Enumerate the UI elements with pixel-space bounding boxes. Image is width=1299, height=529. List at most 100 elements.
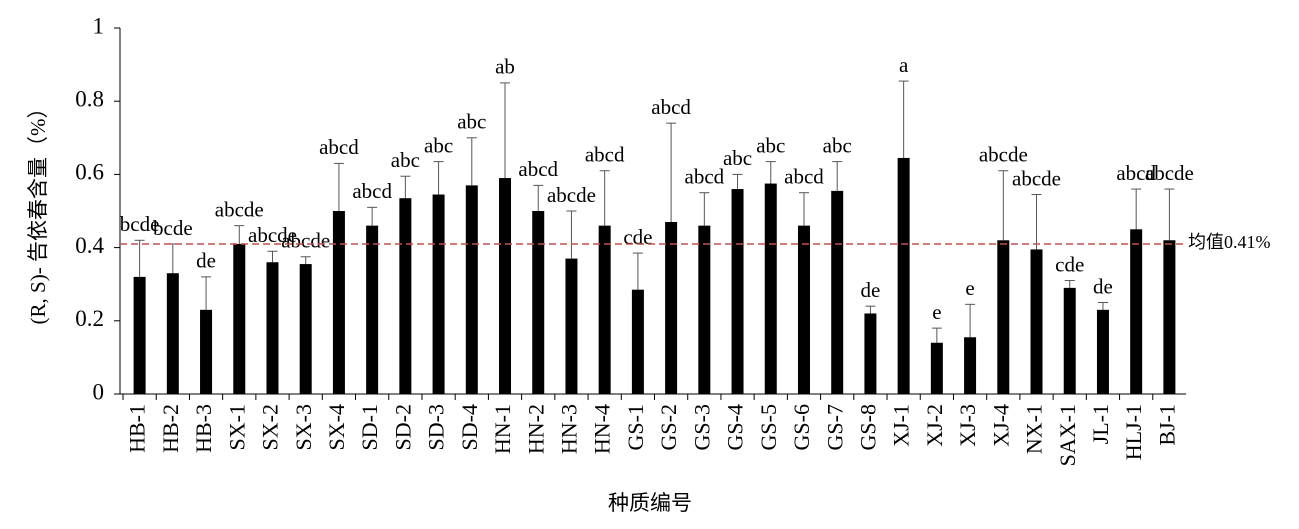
bar: [731, 189, 744, 394]
x-tick-label: HN-3: [557, 404, 582, 454]
y-tick-label: 1: [93, 13, 105, 38]
bar: [465, 185, 478, 394]
significance-letter: abcd: [784, 165, 824, 189]
bar: [166, 273, 179, 394]
bar: [1063, 287, 1076, 394]
significance-letter: abc: [756, 133, 785, 157]
bar: [665, 221, 678, 394]
y-tick-label: 0.6: [75, 160, 104, 185]
significance-letter: de: [861, 278, 881, 302]
bar: [299, 264, 312, 394]
x-tick-label: GS-5: [756, 404, 781, 450]
bar: [366, 225, 379, 394]
bar: [831, 190, 844, 394]
x-tick-label: GS-1: [623, 404, 648, 450]
bar: [499, 178, 512, 394]
bar: [1096, 309, 1109, 394]
significance-letter: abcde: [1145, 161, 1194, 185]
significance-letter: abc: [823, 133, 852, 157]
bar: [399, 198, 412, 394]
bar: [764, 183, 777, 394]
x-tick-label: SX-2: [258, 404, 283, 450]
x-tick-label: HN-1: [490, 404, 515, 454]
significance-letter: abc: [424, 133, 453, 157]
x-tick-label: GS-4: [723, 404, 748, 450]
bar: [864, 313, 877, 394]
x-tick-label: XJ-1: [889, 404, 914, 447]
bar: [266, 262, 279, 394]
bar: [897, 157, 910, 394]
x-tick-label: GS-8: [855, 404, 880, 450]
x-tick-label: XJ-3: [955, 404, 980, 447]
x-tick-label: SAX-1: [1055, 404, 1080, 466]
mean-label: 均值0.41%: [1188, 232, 1271, 252]
x-tick-label: HN-2: [523, 404, 548, 454]
significance-letter: abcd: [319, 135, 359, 159]
x-tick-label: HLJ-1: [1121, 404, 1146, 460]
bar: [997, 240, 1010, 394]
x-tick-label: SD-2: [390, 404, 415, 450]
significance-letter: bcde: [120, 212, 160, 236]
x-tick-label: HB-3: [191, 404, 216, 453]
significance-letter: abcde: [547, 183, 596, 207]
x-tick-label: GS-3: [689, 404, 714, 450]
significance-letter: a: [899, 53, 909, 77]
significance-letter: abcde: [281, 229, 330, 253]
significance-letter: abcde: [248, 223, 297, 247]
significance-letter: e: [932, 300, 941, 324]
bar: [797, 225, 810, 394]
x-tick-label: HB-1: [125, 404, 150, 453]
bar: [1030, 249, 1043, 394]
x-tick-label: BJ-1: [1154, 404, 1179, 446]
x-tick-label: SX-3: [291, 404, 316, 450]
bar: [233, 243, 246, 394]
significance-letter: abcd: [352, 179, 392, 203]
significance-letter: cde: [1055, 252, 1084, 276]
bar: [930, 342, 943, 394]
significance-letter: cde: [623, 225, 652, 249]
x-tick-label: SD-4: [457, 404, 482, 450]
x-tick-label: HB-2: [158, 404, 183, 453]
significance-letter: abcde: [215, 197, 264, 221]
bar: [1130, 229, 1143, 394]
x-tick-label: SX-4: [324, 404, 349, 450]
significance-letter: abc: [723, 146, 752, 170]
x-axis-label: 种质编号: [608, 491, 692, 515]
significance-letter: bcde: [153, 216, 193, 240]
significance-letter: abcd: [1116, 161, 1156, 185]
x-tick-label: SD-1: [357, 404, 382, 450]
y-tick-label: 0.4: [75, 233, 104, 258]
significance-letter: abcd: [585, 143, 625, 167]
bar: [200, 309, 213, 394]
significance-letter: e: [965, 276, 974, 300]
bar: [133, 276, 146, 394]
bar: [432, 194, 445, 394]
y-tick-label: 0: [93, 379, 105, 404]
x-tick-label: JL-1: [1088, 404, 1113, 444]
bar: [964, 337, 977, 394]
bar: [698, 225, 711, 394]
x-tick-label: XJ-2: [922, 404, 947, 447]
x-tick-label: XJ-4: [988, 404, 1013, 447]
significance-letter: abcd: [518, 157, 558, 181]
significance-letter: abcd: [651, 95, 691, 119]
significance-letter: ab: [495, 55, 515, 79]
significance-letter: abcde: [1012, 166, 1061, 190]
significance-letter: de: [196, 249, 216, 273]
x-tick-label: GS-6: [789, 404, 814, 450]
y-tick-label: 0.2: [75, 306, 104, 331]
significance-letter: abcde: [979, 143, 1028, 167]
bar: [532, 211, 545, 394]
x-tick-label: NX-1: [1022, 404, 1047, 454]
x-tick-label: SD-3: [424, 404, 449, 450]
x-tick-label: GS-7: [822, 404, 847, 450]
y-axis-label: (R, S)- 告依春含量（%）: [26, 98, 50, 325]
x-tick-label: GS-2: [656, 404, 681, 450]
significance-letter: abc: [457, 110, 486, 134]
bar: [598, 225, 611, 394]
significance-letter: abcd: [685, 165, 725, 189]
x-tick-label: SX-1: [224, 404, 249, 450]
bar: [1163, 240, 1176, 394]
significance-letter: abc: [391, 148, 420, 172]
